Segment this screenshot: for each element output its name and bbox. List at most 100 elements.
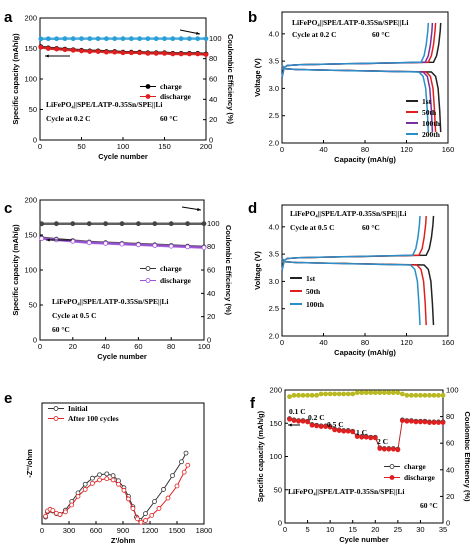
data-point (104, 36, 109, 42)
panel-f-xtick-label: 15 (349, 525, 357, 534)
data-point (130, 506, 136, 511)
panel-letter-d: d (248, 200, 257, 217)
panel-f-xtick-label: 35 (439, 525, 447, 534)
data-point (195, 36, 201, 42)
data-point (90, 480, 95, 486)
data-point (54, 36, 59, 42)
legend-entry: charge (404, 462, 426, 471)
panel-f-y2tick-label: 20 (446, 492, 454, 501)
data-point (418, 419, 423, 425)
panel-f-ytick-label: 200 (269, 386, 282, 395)
panel-c-ytick-label: 150 (24, 231, 37, 240)
data-point (341, 391, 347, 397)
annotation: 60 °C (362, 223, 380, 232)
data-point (390, 446, 396, 452)
legend-b: 1st 50th 100th 200th (406, 97, 441, 139)
data-point (332, 391, 338, 397)
annotation: LiFePO₄||SPE/LATP-0.35Sn/SPE||Li (46, 100, 162, 109)
annotation: Cycle at 0.2 C (292, 30, 337, 39)
data-point (137, 36, 143, 42)
data-point (116, 481, 121, 487)
annotation: 60 °C (52, 325, 70, 334)
panel-b-xtick-label: 80 (361, 145, 369, 154)
annotation: LiFePO₄||SPE/LATP-0.35Sn/SPE||Li (290, 209, 406, 218)
data-point (43, 513, 48, 519)
panel-f-ytick-label: 100 (269, 452, 282, 461)
legend-entry: 50th (306, 287, 321, 296)
data-point (203, 36, 209, 42)
data-point (395, 390, 401, 396)
data-point (45, 36, 51, 42)
legend-d: 1st 50th 100th (290, 274, 325, 309)
data-point (45, 46, 51, 51)
annotations-c: LiFePO₄||SPE/LATP-0.35Sn/SPE||Li Cycle at… (52, 297, 168, 334)
panel-a-xlabel: Cycle number (98, 152, 148, 161)
data-point (110, 477, 116, 483)
legend-marker (53, 416, 59, 421)
annotations-d: LiFePO₄||SPE/LATP-0.35Sn/SPE||Li Cycle at… (290, 209, 406, 232)
discharge-curve (281, 257, 427, 326)
panel-e-ylabel: -Z''/ohm (25, 449, 34, 478)
data-point (318, 424, 324, 429)
panel-d-xtick-label: 0 (280, 338, 284, 347)
data-point (185, 221, 191, 227)
arrow-a-left (45, 54, 70, 58)
legend-marker (389, 464, 395, 469)
panel-c-xtick-label: 0 (38, 342, 42, 351)
data-point (145, 36, 151, 42)
annotation: Cycle at 0.2 C (46, 114, 91, 123)
rate-label: 0.2 C (308, 413, 325, 422)
arrow-c-right (181, 206, 202, 211)
panel-b-xtick-label: 120 (400, 145, 413, 154)
panel-c-ytick-label: 0 (33, 336, 37, 345)
data-point (413, 392, 419, 398)
data-point (203, 52, 209, 57)
series-b-3 (281, 22, 430, 133)
data-point (368, 390, 374, 396)
legend-marker (145, 266, 151, 271)
panel-d-ytick-label: 2.5 (269, 304, 279, 313)
legend-entry: 100th (306, 300, 325, 309)
panel-d-xtick-label: 120 (400, 338, 413, 347)
legend-entry: discharge (160, 276, 192, 285)
panel-c-y2tick-label: 100 (207, 219, 220, 228)
series-d-1 (281, 215, 427, 326)
panel-e-xtick-label: 1500 (169, 526, 186, 535)
data-point (408, 392, 414, 398)
data-point (143, 518, 148, 523)
data-point (62, 47, 68, 53)
data-point (38, 36, 44, 42)
panel-c-xtick-label: 20 (69, 342, 77, 351)
data-point (170, 473, 175, 479)
data-point (390, 390, 396, 396)
data-point (70, 47, 76, 53)
panel-e: e 0 300 600 900 1200 1500 1800 Z'/ohm -Z''/ohm (4, 390, 212, 545)
data-point (38, 44, 44, 50)
legend-marker (389, 475, 395, 480)
legend-marker (145, 84, 151, 89)
panel-d-ytick-label: 3.0 (269, 277, 279, 286)
legend-marker (145, 94, 151, 99)
data-point (327, 391, 333, 397)
data-point (135, 221, 141, 227)
data-point (156, 506, 162, 511)
arrow-f-left (288, 423, 300, 427)
data-point (57, 512, 63, 517)
data-point (87, 36, 93, 42)
data-point (145, 50, 151, 56)
panel-f-xtick-label: 20 (371, 525, 379, 534)
data-point (50, 508, 56, 513)
panel-f-xtick-label: 10 (326, 525, 334, 534)
data-point (296, 392, 301, 398)
data-point (170, 51, 176, 57)
panel-b-xtick-label: 40 (319, 145, 327, 154)
data-point (104, 471, 110, 477)
legend-entry: 50th (422, 108, 437, 117)
panel-e-xlabel: Z'/ohm (111, 536, 136, 545)
data-point (153, 50, 159, 56)
data-point (377, 446, 383, 451)
panel-b-ytick-label: 2.0 (269, 139, 279, 148)
panel-c-xtick-label: 60 (134, 342, 142, 351)
annotation: 60 °C (420, 501, 438, 510)
series-d-2 (281, 215, 421, 326)
